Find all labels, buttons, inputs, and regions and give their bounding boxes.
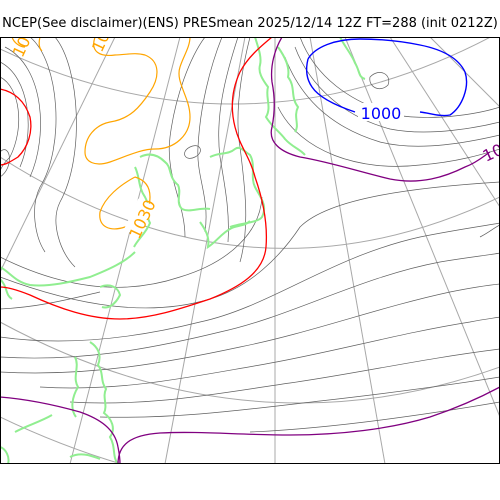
contours-1000 <box>305 38 468 117</box>
isobar-line <box>218 37 239 243</box>
coastlines <box>0 37 366 464</box>
graticule-parallel-1 <box>0 37 492 105</box>
pressure-map: 1000 10 1030 10 10 <box>0 37 500 464</box>
isobar-line <box>0 61 29 168</box>
coastline <box>277 46 300 133</box>
coastline <box>339 37 366 80</box>
isobar-line <box>69 348 500 404</box>
isobar-line <box>184 145 201 159</box>
isobar-line <box>479 224 500 238</box>
contours-1010 <box>0 37 500 464</box>
coastline <box>69 453 101 460</box>
coastline <box>139 153 211 212</box>
map-background <box>0 37 500 464</box>
coastline <box>89 341 119 464</box>
isobar-line <box>0 181 500 309</box>
contour-1010-line <box>270 37 491 182</box>
graticule-parallel-4 <box>0 416 124 464</box>
contour-1020-line <box>0 88 32 166</box>
coastline <box>71 356 80 418</box>
isobar-line <box>197 37 223 233</box>
isobar-line <box>0 283 500 374</box>
contour-1000-line <box>307 38 468 117</box>
contour-1030-line <box>84 37 191 165</box>
isobar-line <box>277 106 500 167</box>
graticule-meridian-5 <box>309 37 386 464</box>
isobar-line <box>29 37 57 253</box>
contours-1030 <box>11 37 191 230</box>
contour-label-1010: 10 <box>480 140 500 166</box>
graticule-meridian-2 <box>69 37 181 464</box>
isobar-line <box>0 196 263 288</box>
coastline <box>14 414 53 433</box>
contour-label-1000: 1000 <box>361 104 402 123</box>
contour-1000-line <box>305 58 356 113</box>
isobar-line <box>0 222 500 342</box>
isobar-line <box>249 401 500 433</box>
isobar-line <box>99 376 500 418</box>
graticule-parallel-2 <box>0 156 500 249</box>
graticule-meridian-3 <box>164 37 246 464</box>
contour-label-1030-topleft: 10 <box>9 37 35 60</box>
coastline <box>199 220 251 250</box>
contour-1010-line <box>117 386 500 464</box>
isobar-line <box>237 37 251 263</box>
isobar-line <box>54 37 77 268</box>
isobar-line <box>294 46 500 133</box>
coastline <box>0 446 10 464</box>
isobar-line <box>4 46 41 178</box>
contour-1030-line <box>11 37 26 48</box>
contour-1030-line <box>99 176 151 230</box>
contours-1020 <box>0 37 273 320</box>
contour-label-bg <box>123 198 155 237</box>
graticule-meridian-1 <box>0 37 116 273</box>
isobar-line <box>284 56 500 147</box>
isobar-line <box>39 316 500 389</box>
graticule-meridian-6 <box>344 37 500 418</box>
contour-1010-line <box>0 396 121 464</box>
isobar-line <box>0 149 10 178</box>
graticule <box>0 37 500 464</box>
contour-label-bg <box>358 103 404 121</box>
coastline <box>99 284 122 309</box>
contour-1020-line <box>0 37 273 320</box>
isobar-line <box>0 291 101 310</box>
coastline <box>0 251 136 287</box>
coastline <box>254 37 306 156</box>
map-title: NCEP(See disclaimer)(ENS) PRESmean 2025/… <box>2 16 498 31</box>
contour-1030-line <box>38 37 43 52</box>
isobar-line <box>369 72 390 89</box>
graticule-meridian-7 <box>389 37 500 208</box>
coastline <box>0 278 13 300</box>
